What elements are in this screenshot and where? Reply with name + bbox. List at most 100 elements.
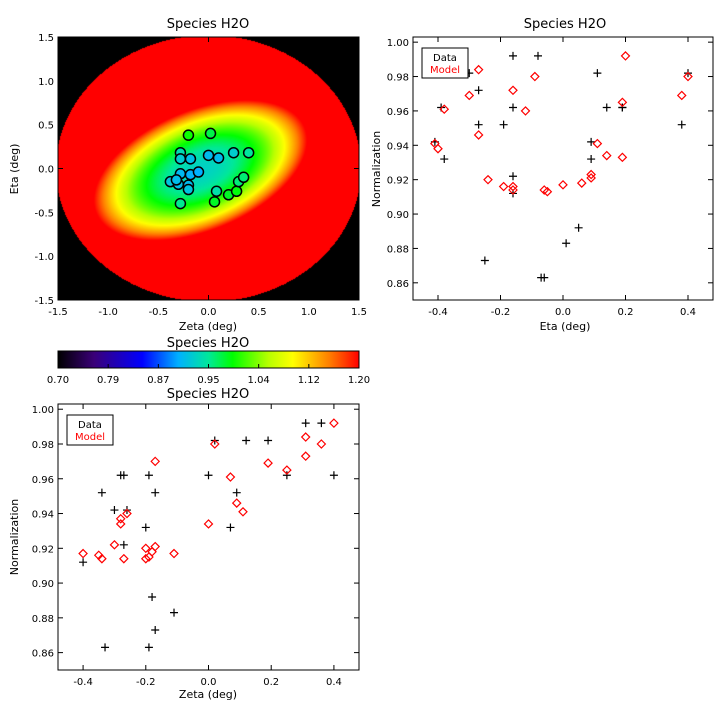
data-point-plus (144, 471, 153, 480)
heatmap-field (58, 37, 359, 300)
model-point-diamond (109, 539, 120, 550)
zeta-scatter-points (78, 418, 339, 652)
colorbar-tick-label: 0.87 (147, 375, 169, 386)
heatmap-circles (164, 127, 255, 210)
heatmap-panel: Species H2O -1.5 -1.0 -0.5 0.0 0.5 1.0 1.5 -1.… (8, 17, 367, 333)
model-point-diamond (592, 138, 603, 149)
model-point-diamond (150, 541, 161, 552)
y-tick-label: 0.92 (32, 544, 54, 555)
data-point-plus (562, 239, 571, 248)
data-point-plus (151, 626, 160, 635)
model-point-diamond (115, 513, 126, 524)
eta-scatter-frame (412, 36, 714, 301)
model-point-diamond (169, 548, 179, 559)
y-tick-label: 0.88 (32, 614, 54, 625)
x-tick-label: 0.2 (618, 307, 634, 318)
data-point-plus (264, 436, 273, 445)
model-point-diamond (140, 543, 151, 554)
data-point-plus (587, 155, 596, 164)
model-point-diamond (209, 439, 220, 449)
zeta-scatter-panel: Species H2O -0.4 -0.2 0.0 0.2 0.4 0.860.880.… (8, 387, 360, 701)
data-point-plus (329, 471, 338, 480)
model-point-diamond (676, 90, 687, 101)
data-point-plus (593, 69, 602, 78)
model-point-diamond (683, 71, 693, 82)
heatmap-x-label: Zeta (deg) (179, 320, 237, 333)
colorbar-tick-label: 0.95 (197, 375, 219, 386)
model-point-diamond (576, 178, 587, 188)
model-point-diamond (483, 174, 493, 185)
model-point-diamond (558, 179, 568, 190)
data-circle (202, 149, 215, 162)
eta-scatter-title: Species H2O (524, 17, 606, 32)
data-point-plus (301, 419, 310, 428)
zeta-scatter-x-label: Zeta (deg) (179, 688, 237, 701)
data-point-plus (119, 540, 128, 549)
data-point-plus (204, 471, 213, 480)
zeta-scatter-x-ticks: -0.4 -0.2 0.0 0.2 0.4 (73, 404, 342, 688)
data-point-plus (509, 51, 517, 60)
model-point-diamond (530, 71, 540, 82)
y-tick-label: 0.98 (32, 440, 54, 451)
data-point-plus (119, 471, 128, 480)
eta-scatter-x-label: Eta (deg) (540, 320, 591, 333)
colorbar-ticks: 0.70 0.79 0.87 0.95 1.04 1.12 1.20 (47, 364, 370, 386)
model-point-diamond (329, 418, 339, 428)
colorbar-panel: Species H2O 0.70 0.79 0.87 0.95 1.04 1.12 1.20 (47, 336, 370, 386)
y-tick-label: 0.88 (387, 244, 409, 255)
data-point-plus (480, 256, 489, 265)
x-tick-label: -0.2 (491, 307, 511, 318)
model-point-diamond (433, 143, 443, 154)
zeta-scatter-y-ticks: 0.86 0.88 0.90 0.92 0.94 0.96 0.98 1.00 (32, 405, 359, 660)
data-circle (192, 166, 205, 178)
model-point-diamond (282, 465, 292, 475)
data-point-plus (226, 523, 235, 532)
data-point-plus (618, 103, 627, 112)
zeta-legend-box (66, 414, 114, 446)
eta-scatter-panel: Species H2O -0.4 -0.2 0.0 0.2 0.4 0.86 0.88 0.… (370, 17, 714, 333)
data-point-plus (499, 120, 508, 129)
data-point-plus (587, 137, 596, 146)
colorbar-tick-label: 1.04 (248, 375, 270, 386)
x-tick-label: -1.0 (98, 307, 118, 318)
x-tick-label: -0.4 (73, 677, 93, 688)
model-point-diamond (263, 458, 273, 468)
model-point-diamond (473, 130, 484, 140)
data-point-plus (232, 488, 241, 497)
eta-legend-box (421, 47, 469, 79)
heatmap-y-label: Eta (deg) (8, 144, 21, 195)
model-point-diamond (620, 51, 631, 61)
data-circle (210, 185, 223, 198)
zeta-legend-data: Data (78, 420, 102, 431)
y-tick-label: 0.92 (387, 176, 409, 187)
data-point-plus (474, 86, 483, 95)
y-tick-label: 0.86 (387, 279, 409, 290)
x-tick-label: 0.4 (326, 677, 342, 688)
data-point-plus (242, 436, 251, 445)
data-point-plus (97, 488, 106, 497)
model-point-diamond (150, 456, 161, 467)
data-circle (212, 152, 225, 164)
y-tick-label: 0.94 (387, 141, 409, 152)
model-point-diamond (508, 185, 518, 195)
data-point-plus (170, 608, 179, 617)
colorbar-tick-label: 0.79 (97, 375, 119, 386)
eta-scatter-x-ticks: -0.4 -0.2 0.0 0.2 0.4 (428, 37, 696, 318)
data-point-plus (151, 488, 160, 497)
model-point-diamond (473, 64, 484, 75)
data-point-plus (110, 506, 119, 515)
data-point-plus (144, 643, 153, 652)
model-point-diamond (225, 472, 236, 482)
eta-scatter-points (430, 51, 693, 282)
eta-scatter-y-ticks: 0.86 0.88 0.90 0.92 0.94 0.96 0.98 1.00 (387, 38, 713, 290)
y-tick-label: 0.0 (38, 165, 54, 176)
model-point-diamond (508, 85, 518, 96)
x-tick-label: 0.0 (201, 307, 217, 318)
model-point-diamond (238, 506, 248, 517)
zeta-scatter-frame (57, 403, 360, 671)
data-point-plus (282, 471, 291, 480)
model-point-diamond (140, 553, 151, 564)
zeta-scatter-y-label: Normalization (8, 499, 21, 575)
model-point-diamond (464, 90, 475, 101)
data-circle (230, 185, 243, 198)
